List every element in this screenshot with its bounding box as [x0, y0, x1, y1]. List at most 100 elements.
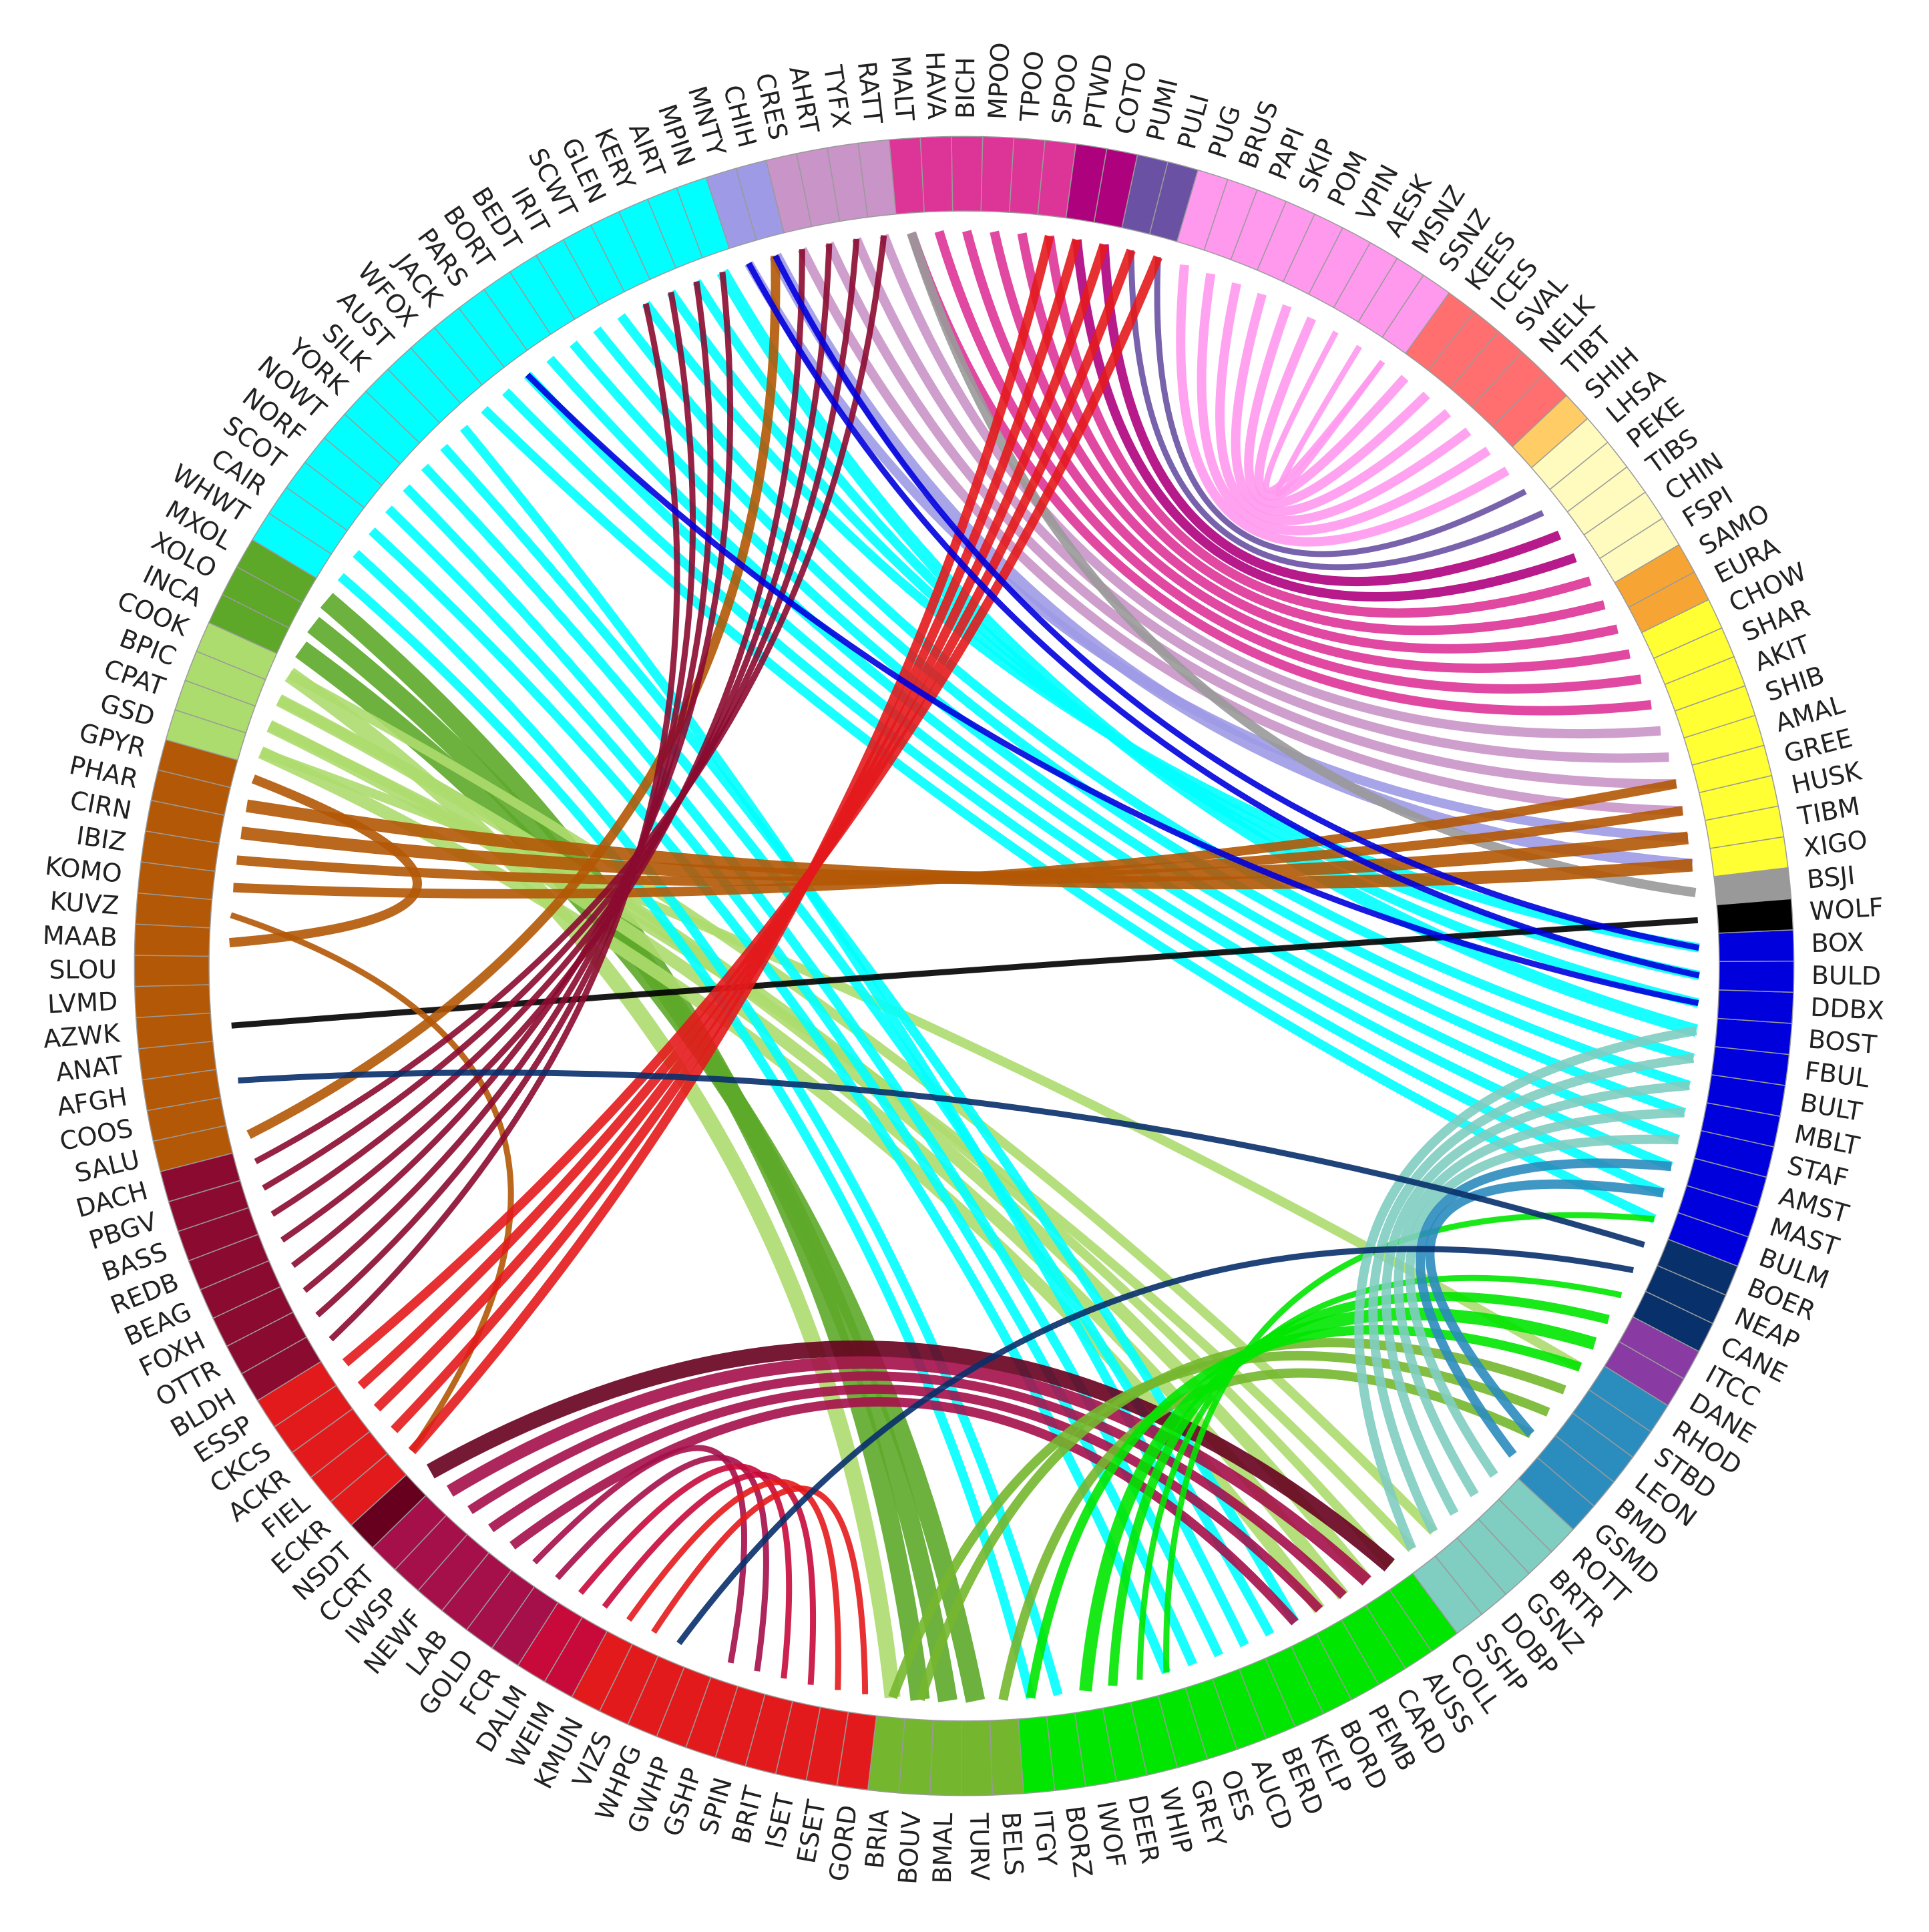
label-bmal: BMAL	[927, 1813, 958, 1884]
chord-rott-staf	[1405, 1134, 1679, 1478]
label-ddbx: DDBX	[1809, 993, 1885, 1026]
chord-itgy-rhod	[1026, 1324, 1582, 1699]
chord-komo-gree	[233, 779, 1677, 899]
chord-scot-grey	[369, 527, 1171, 1675]
chord-wolf-azwk	[231, 917, 1699, 1029]
chord-eckr-spoo	[408, 234, 1054, 1455]
chord-ddbx-pars	[525, 373, 1699, 1006]
chord-gold-gshp	[532, 1445, 748, 1664]
chord-pom-ices	[1244, 304, 1430, 508]
label-bria: BRIA	[859, 1808, 895, 1871]
chord-neap-whpg	[676, 1246, 1635, 1646]
chord-kmun-eset	[626, 1479, 841, 1690]
chord-boer-afgh	[238, 1069, 1645, 1248]
chord-bedt-mblt	[570, 340, 1687, 1118]
segment-bouv	[898, 1718, 934, 1796]
label-xigo: XIGO	[1801, 824, 1870, 863]
chord-skip-sval	[1231, 292, 1452, 517]
segment-mpoo	[980, 136, 1015, 213]
chord-pug-shih	[1176, 264, 1510, 547]
label-mpoo: MPOO	[983, 42, 1016, 120]
segment-bels	[989, 1718, 1024, 1796]
label-maab: MAAB	[42, 921, 118, 953]
segment-ddbx	[1717, 989, 1794, 1024]
label-bich: BICH	[951, 57, 980, 119]
chord-spoo-fspi	[1044, 235, 1592, 618]
segment-buld	[1718, 960, 1795, 993]
label-azwk: AZWK	[42, 1018, 122, 1053]
chord-whip-cane	[1136, 1274, 1623, 1680]
chord-grey-bulm	[1163, 1212, 1655, 1673]
label-fbul: FBUL	[1803, 1056, 1872, 1094]
chord-gsnz-bult	[1381, 1081, 1690, 1516]
label-lvmd: LVMD	[47, 987, 118, 1019]
chord-tyfx-amal	[852, 237, 1669, 763]
segment-maab	[134, 923, 211, 957]
chord-malt-akit	[907, 231, 1652, 716]
segment-box	[1718, 929, 1795, 963]
label-malt: MALT	[886, 55, 920, 123]
label-bost: BOST	[1807, 1024, 1878, 1059]
label-bsji: BSJI	[1805, 861, 1856, 895]
segment-slou	[134, 955, 210, 987]
chord-bort-staf	[546, 355, 1681, 1144]
label-turv: TURV	[964, 1812, 995, 1881]
label-kuvz: KUVZ	[49, 886, 120, 920]
chord-papi-nelk	[1215, 282, 1472, 525]
chord-ratt-shib	[879, 234, 1661, 739]
segment-hava	[919, 136, 953, 213]
label-komo: KOMO	[43, 851, 123, 889]
chord-cpat-sshp	[267, 722, 1416, 1552]
chord-ribbons	[229, 230, 1701, 1703]
chord-sshp-bost	[1354, 1025, 1697, 1551]
chord-cair-borz	[353, 549, 1063, 1696]
chord-brtr-mblt	[1394, 1108, 1685, 1497]
chord-ptwd-chin	[1072, 239, 1577, 601]
chord-dobp-fbul	[1368, 1053, 1695, 1534]
segment-lvmd	[134, 984, 212, 1019]
chord-nsdt-coll	[426, 1341, 1396, 1572]
segment-bmal	[929, 1720, 962, 1796]
label-hava: HAVA	[920, 51, 951, 119]
segment-bich	[951, 136, 984, 212]
chord-glen-box	[642, 300, 1700, 953]
chord-msnz-ssnz	[1275, 344, 1385, 497]
label-wolf: WOLF	[1809, 893, 1884, 927]
label-borz: BORZ	[1060, 1804, 1098, 1879]
chord-weim-iset	[602, 1471, 817, 1685]
label-ratt: RATT	[852, 60, 888, 126]
chord-hava-shar	[934, 230, 1642, 694]
segment-kuvz	[135, 892, 213, 929]
chord-redb-cres	[280, 249, 805, 1243]
chord-salu-chih	[246, 255, 781, 1140]
chord-brus-tibt	[1197, 272, 1491, 535]
chord-bmd-mast	[1425, 1179, 1665, 1437]
chord-cres-husk	[798, 247, 1683, 816]
chord-box-chih	[773, 254, 1700, 951]
label-buld: BULD	[1811, 961, 1882, 991]
label-bouv: BOUV	[893, 1810, 926, 1885]
chord-newf-pemb	[488, 1384, 1323, 1613]
label-anat: ANAT	[54, 1050, 125, 1088]
chord-bels-bmd	[998, 1368, 1533, 1701]
label-gord: GORD	[823, 1803, 863, 1883]
outer-ring	[134, 136, 1795, 1796]
chord-bldh-glen	[329, 302, 680, 1342]
label-bels: BELS	[996, 1811, 1029, 1877]
chord-jack-mast	[502, 388, 1665, 1198]
chord-ccrt-auss	[446, 1356, 1371, 1586]
chord-vpin-kees	[1254, 316, 1409, 501]
label-slou: SLOU	[49, 955, 117, 985]
chord-fcr-spin	[555, 1454, 769, 1672]
chord-scwt-fbul	[617, 313, 1695, 1063]
chord-gsmd-amst	[1416, 1158, 1672, 1458]
segment-wolf	[1716, 898, 1794, 934]
chord-pars-amst	[523, 371, 1673, 1171]
label-ibiz: IBIZ	[75, 820, 128, 857]
label-tyfx: TYFX	[818, 63, 856, 130]
chord-coto-tibs	[1099, 244, 1562, 586]
chord-buld-mnty	[746, 262, 1700, 979]
label-box: BOX	[1811, 927, 1864, 958]
chord-mxol-bouv	[320, 593, 930, 1701]
